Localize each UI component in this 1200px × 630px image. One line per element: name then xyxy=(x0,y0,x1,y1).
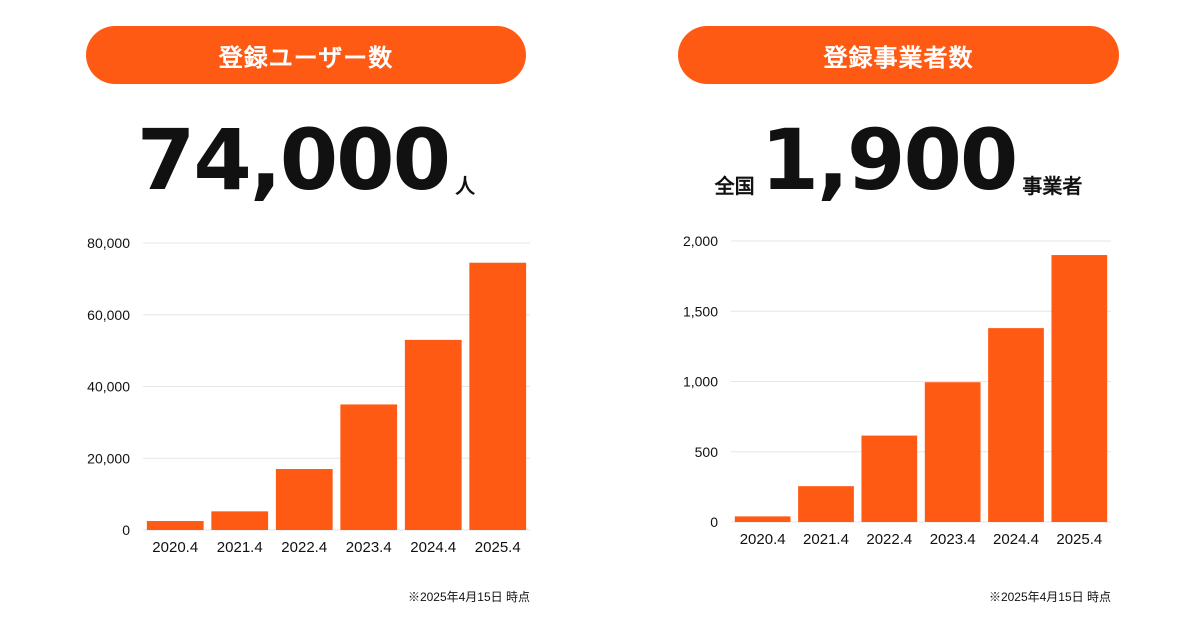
business-count-xtick-label: 2025.4 xyxy=(1056,531,1102,548)
business-count-bar xyxy=(988,328,1044,522)
business-count-ytick-label: 0 xyxy=(710,514,718,530)
user-count-bar xyxy=(340,404,398,530)
user-count-ytick-label: 80,000 xyxy=(87,235,130,251)
user-count-panel: 登録ユーザー数 74,000 人 0 20,000 40,000 60,000 80,0… xyxy=(86,26,530,604)
user-count-xtick-label: 2020.4 xyxy=(152,539,198,556)
business-count-bar xyxy=(1051,255,1108,523)
user-count-bar xyxy=(469,262,527,530)
user-count-bar xyxy=(146,521,204,530)
user-count-bar-chart: 0 20,000 40,000 60,000 80,000 2020.4 2021.4 202… xyxy=(87,235,530,556)
business-count-bar-chart: 0 500 1,000 1,500 2,000 2020.4 2021.4 2022.4 202… xyxy=(683,233,1111,548)
user-count-value: 74,000 xyxy=(136,111,451,209)
business-count-title: 登録事業者数 xyxy=(823,43,974,72)
business-count-ytick-label: 2,000 xyxy=(683,233,718,249)
business-count-xtick-label: 2021.4 xyxy=(803,531,849,548)
business-count-unit: 事業者 xyxy=(1022,174,1083,198)
user-count-bar xyxy=(404,339,462,530)
user-count-ytick-label: 20,000 xyxy=(87,450,130,466)
user-count-xtick-label: 2025.4 xyxy=(475,539,521,556)
user-count-xtick-label: 2023.4 xyxy=(346,539,392,556)
business-count-ytick-label: 1,500 xyxy=(683,303,718,319)
business-count-xtick-label: 2024.4 xyxy=(993,531,1039,548)
business-count-ytick-label: 1,000 xyxy=(683,374,718,390)
business-count-xtick-label: 2020.4 xyxy=(740,531,786,548)
user-count-title: 登録ユーザー数 xyxy=(218,43,394,72)
business-count-value: 1,900 xyxy=(760,111,1019,209)
user-count-unit: 人 xyxy=(455,174,476,198)
business-count-ytick-label: 500 xyxy=(695,444,719,460)
user-count-xtick-label: 2022.4 xyxy=(281,539,327,556)
business-count-title-pill: 登録事業者数 xyxy=(678,26,1119,84)
business-count-headline: 全国 1,900 事業者 xyxy=(678,118,1119,202)
user-count-ytick-label: 0 xyxy=(122,522,130,538)
user-count-ytick-label: 60,000 xyxy=(87,307,130,323)
user-count-bar xyxy=(211,511,269,530)
user-count-title-pill: 登録ユーザー数 xyxy=(86,26,526,84)
business-count-bar xyxy=(861,435,918,522)
business-count-prefix: 全国 xyxy=(714,174,755,198)
business-count-bar xyxy=(734,516,791,522)
user-count-footnote: ※2025年4月15日 時点 xyxy=(407,590,530,604)
user-count-xtick-label: 2021.4 xyxy=(217,539,263,556)
user-count-xtick-label: 2024.4 xyxy=(410,539,456,556)
user-count-bar xyxy=(275,469,333,530)
user-count-headline: 74,000 人 xyxy=(86,118,526,202)
business-count-xtick-label: 2022.4 xyxy=(866,531,912,548)
business-count-footnote: ※2025年4月15日 時点 xyxy=(988,590,1111,604)
business-count-xtick-label: 2023.4 xyxy=(930,531,976,548)
business-count-bar xyxy=(798,486,854,522)
business-count-panel: 登録事業者数 全国 1,900 事業者 0 500 1,000 1,500 2,000 2… xyxy=(600,0,1200,630)
business-count-bar xyxy=(924,382,981,522)
user-count-ytick-label: 40,000 xyxy=(87,379,130,395)
